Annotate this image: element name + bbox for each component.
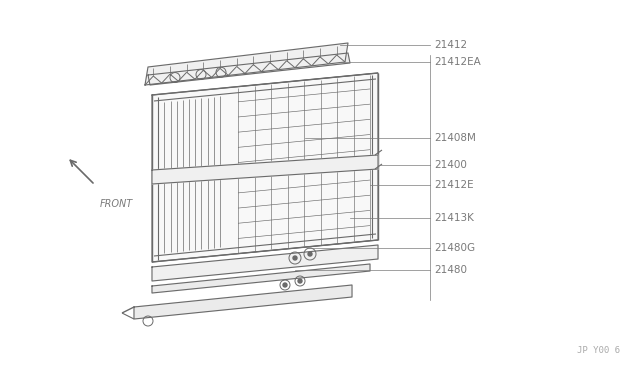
Polygon shape bbox=[152, 73, 378, 262]
Circle shape bbox=[298, 279, 302, 283]
Text: FRONT: FRONT bbox=[100, 199, 133, 209]
Polygon shape bbox=[152, 245, 378, 281]
Text: 21412EA: 21412EA bbox=[434, 57, 481, 67]
Text: 21480: 21480 bbox=[434, 265, 467, 275]
Text: 21480G: 21480G bbox=[434, 243, 475, 253]
Text: 21412: 21412 bbox=[434, 40, 467, 50]
Circle shape bbox=[283, 283, 287, 287]
Circle shape bbox=[293, 256, 297, 260]
Text: 21400: 21400 bbox=[434, 160, 467, 170]
Circle shape bbox=[308, 252, 312, 256]
Text: 21408M: 21408M bbox=[434, 133, 476, 143]
Polygon shape bbox=[152, 264, 370, 293]
Text: 21412E: 21412E bbox=[434, 180, 474, 190]
Polygon shape bbox=[145, 43, 348, 85]
Polygon shape bbox=[134, 285, 352, 319]
Polygon shape bbox=[148, 53, 350, 85]
Text: 21413K: 21413K bbox=[434, 213, 474, 223]
Text: JP Y00 6: JP Y00 6 bbox=[577, 346, 620, 355]
Polygon shape bbox=[152, 155, 378, 184]
